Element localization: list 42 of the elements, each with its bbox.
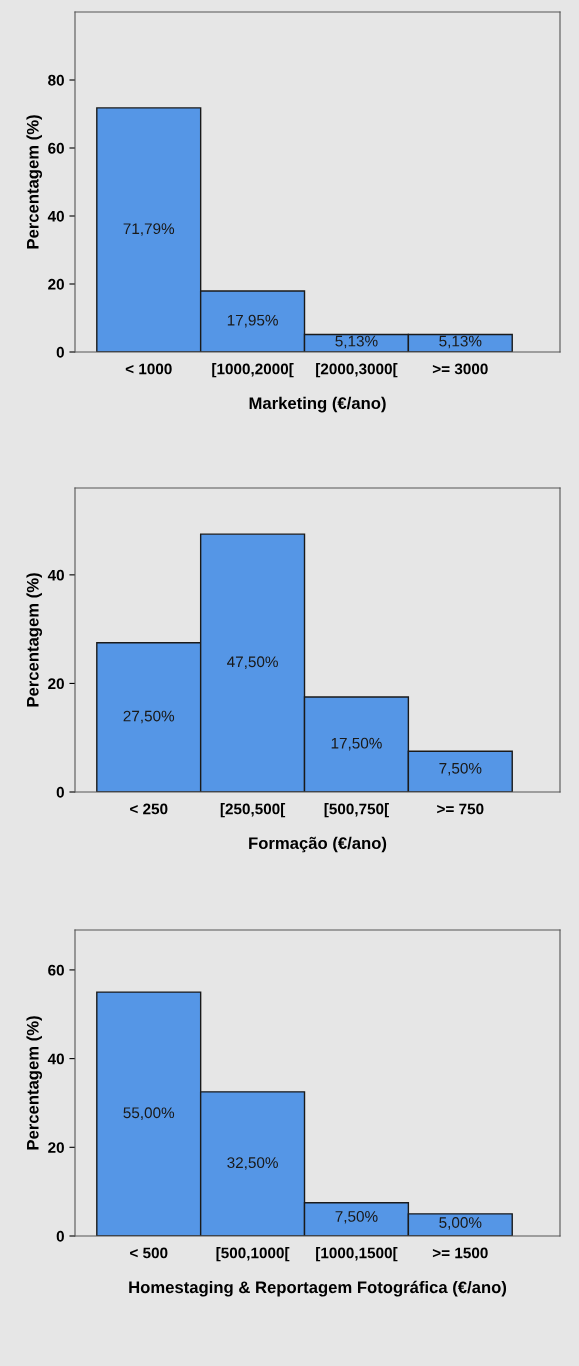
x-tick-label: < 1000 [125, 363, 172, 375]
data-label: 47,50% [227, 656, 278, 669]
data-label: 5,00% [439, 1217, 482, 1230]
data-label: 7,50% [439, 762, 482, 776]
y-tick-label: 20 [48, 678, 64, 690]
x-tick-label: >= 750 [437, 803, 484, 815]
data-label: 71,79% [123, 223, 175, 236]
data-label: 17,50% [331, 737, 382, 751]
x-tick-label: [500,1000[ [216, 1247, 290, 1262]
y-axis-title: Percentagem (%) [26, 115, 43, 249]
data-label: 5,13% [335, 335, 378, 349]
y-tick-label: 0 [56, 346, 64, 358]
x-tick-label: [500,750[ [324, 803, 389, 818]
data-label: 32,50% [227, 1157, 278, 1170]
x-axis-title: Homestaging & Reportagem Fotográfica (€/ano) [129, 1280, 507, 1297]
x-tick-label: >= 3000 [432, 363, 488, 375]
data-label: 55,00% [123, 1107, 175, 1120]
y-tick-label: 0 [56, 786, 64, 798]
x-tick-label: [1000,1500[ [316, 1247, 398, 1262]
y-tick-label: 60 [48, 142, 64, 154]
y-tick-label: 40 [47, 1053, 64, 1065]
data-label: 27,50% [123, 710, 175, 724]
x-axis-title: Formação (€/ano) [249, 836, 387, 853]
y-tick-label: 60 [48, 964, 64, 976]
y-axis-title: Percentagem (%) [26, 1016, 43, 1150]
x-tick-label: [250,500[ [220, 803, 286, 818]
y-tick-label: 20 [48, 1142, 64, 1153]
data-label: 17,95% [227, 314, 278, 328]
x-axis-title: Marketing (€/ano) [249, 396, 386, 413]
y-tick-label: 80 [48, 74, 64, 86]
y-tick-label: 0 [56, 1230, 64, 1242]
x-tick-label: < 500 [130, 1247, 168, 1259]
y-tick-label: 40 [47, 210, 64, 222]
y-axis-title: Percentagem (%) [26, 573, 43, 707]
x-tick-label: >= 1500 [432, 1247, 488, 1259]
y-tick-label: 40 [47, 569, 64, 581]
x-tick-label: [2000,3000[ [316, 363, 398, 378]
x-tick-label: < 250 [130, 803, 168, 815]
y-tick-label: 20 [48, 278, 64, 290]
x-tick-label: [1000,2000[ [212, 363, 294, 378]
data-label: 5,13% [439, 335, 482, 349]
data-label: 7,50% [335, 1210, 378, 1224]
